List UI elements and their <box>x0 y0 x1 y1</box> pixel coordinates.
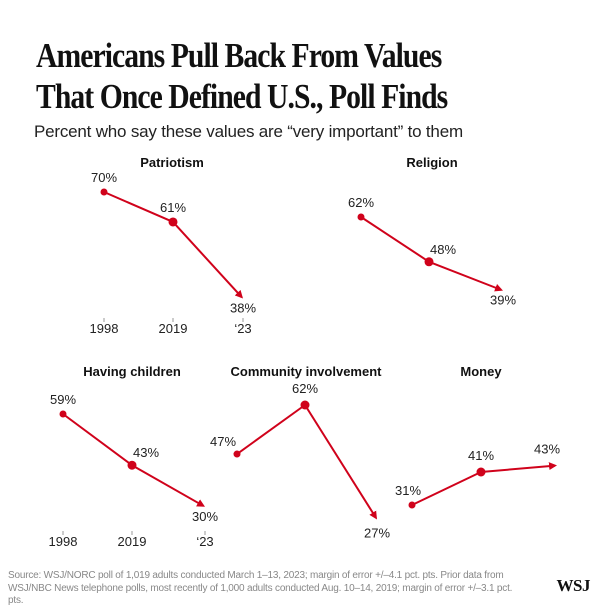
panel-title: Religion <box>406 155 457 170</box>
source-note: Source: WSJ/NORC poll of 1,019 adults co… <box>8 570 513 606</box>
data-point <box>476 467 486 477</box>
data-label: 48% <box>430 242 456 257</box>
data-label: 43% <box>534 441 560 456</box>
panel-having-children: Having children 59% 43% 30% 1998 2019 ‘23 <box>49 364 219 549</box>
series-line-arrow <box>428 260 503 292</box>
x-tick-label: ‘23 <box>196 534 213 549</box>
data-label: 62% <box>348 195 374 210</box>
data-point <box>59 410 67 418</box>
series-line-segment <box>236 404 306 455</box>
data-label: 41% <box>468 448 494 463</box>
series-line-arrow <box>480 462 558 473</box>
data-label: 27% <box>364 525 390 540</box>
series-line-segment <box>411 471 482 506</box>
series-line-segment <box>360 216 430 263</box>
chart-title-line-2: That Once Defined U.S., Poll Finds <box>36 78 448 116</box>
x-tick-label: 1998 <box>90 321 119 336</box>
series-line-arrow <box>131 464 206 507</box>
panel-title: Having children <box>83 364 181 379</box>
chart-subtitle: Percent who say these values are “very i… <box>34 122 463 141</box>
panel-patriotism: Patriotism 70% 61% 38% 1998 2019 ‘23 <box>90 155 257 336</box>
panel-title: Community involvement <box>231 364 383 379</box>
data-label: 47% <box>210 434 236 449</box>
data-label: 31% <box>395 483 421 498</box>
data-point <box>127 460 137 470</box>
data-label: 30% <box>192 509 218 524</box>
panel-religion: Religion 62% 48% 39% <box>348 155 516 308</box>
panel-money: Money 31% 41% 43% <box>395 364 560 509</box>
data-point <box>357 213 365 221</box>
series-line-arrow <box>172 221 244 299</box>
x-tick-label: 2019 <box>159 321 188 336</box>
data-label: 43% <box>133 445 159 460</box>
x-tick-label: ‘23 <box>234 321 251 336</box>
data-point <box>100 188 108 196</box>
chart-title: Americans Pull Back From Values That Onc… <box>36 36 500 118</box>
wsj-logo: WSJ <box>556 576 591 595</box>
data-label: 62% <box>292 381 318 396</box>
data-point <box>408 501 416 509</box>
data-label: 61% <box>160 200 186 215</box>
series-line-arrow <box>304 404 378 520</box>
series-line-segment <box>62 413 133 467</box>
data-label: 59% <box>50 392 76 407</box>
data-point <box>233 450 241 458</box>
data-label: 38% <box>230 301 256 316</box>
x-tick-label: 1998 <box>49 534 78 549</box>
data-label: 39% <box>490 293 516 308</box>
data-label: 70% <box>91 170 117 185</box>
panel-title: Patriotism <box>140 155 204 170</box>
data-point <box>300 400 310 410</box>
data-point <box>424 257 434 267</box>
x-tick-label: 2019 <box>118 534 147 549</box>
data-point <box>168 217 178 227</box>
chart-title-line-1: Americans Pull Back From Values <box>36 37 442 75</box>
series-line-segment <box>103 191 174 223</box>
panel-title: Money <box>460 364 502 379</box>
panel-community-involvement: Community involvement 47% 62% 27% <box>210 364 390 540</box>
